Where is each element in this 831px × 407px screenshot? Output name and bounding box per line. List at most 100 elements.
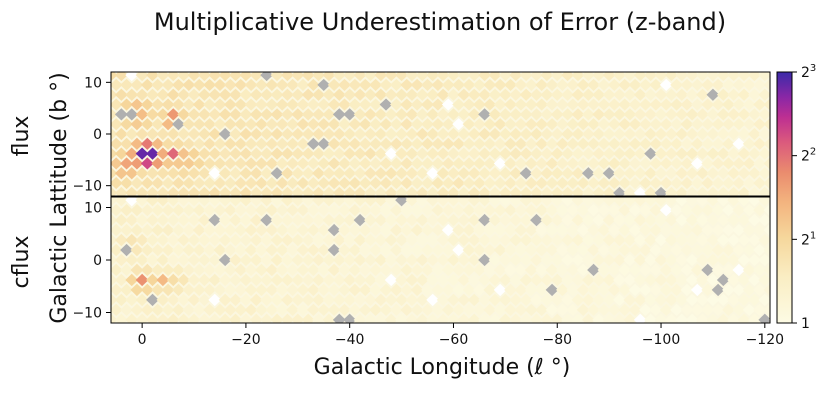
flux-heat-cell: [369, 176, 383, 190]
flux-heat-cell: [286, 59, 299, 71]
cflux-heat-cell: [234, 263, 248, 277]
cflux-heat-cell: [332, 253, 346, 267]
cflux-heat-cell: [462, 223, 476, 237]
flux-heat-cell: [327, 157, 341, 170]
cflux-heat-cell: [504, 243, 517, 257]
cflux-heat-cell: [504, 223, 517, 237]
cflux-heat-cell: [275, 203, 289, 217]
cflux-heat-cell: [130, 223, 144, 237]
flux-heat-cell: [561, 147, 575, 160]
flux-heat-cell: [457, 108, 471, 121]
flux-heat-cell: [633, 127, 647, 141]
flux-heat-cell: [649, 118, 663, 131]
flux-heat-cell: [550, 72, 564, 82]
cflux-heat-cell: [369, 203, 383, 217]
cflux-heat-cell: [753, 223, 767, 237]
flux-heat-cell: [722, 78, 735, 92]
cflux-heat-cell: [343, 253, 357, 267]
cflux-heat-cell: [597, 223, 611, 237]
cflux-heat-cell: [161, 303, 175, 317]
flux-heat-cell: [685, 108, 699, 121]
cflux-heat-cell: [146, 197, 159, 207]
flux-heat-cell: [187, 167, 201, 180]
flux-heat-cell: [327, 78, 341, 92]
cflux-heat-cell: [322, 313, 336, 323]
flux-heat-cell: [426, 88, 440, 101]
cflux-heat-cell: [457, 213, 471, 227]
cflux-heat-cell: [597, 203, 611, 217]
cflux-heat-cell: [187, 233, 201, 247]
y-tick-label: −10: [72, 179, 102, 195]
flux-heat-cell: [306, 176, 320, 190]
flux-heat-cell: [550, 147, 564, 160]
flux-heat-cell: [348, 176, 362, 190]
flux-heat-cell: [581, 147, 595, 160]
flux-heat-cell: [732, 137, 746, 150]
flux-heat-cell: [312, 127, 325, 141]
flux-heat-cell: [120, 176, 134, 190]
flux-heat-cell: [405, 147, 419, 160]
cflux-heat-cell: [581, 273, 595, 287]
flux-heat-cell: [182, 176, 196, 190]
flux-heat-cell: [249, 127, 263, 141]
flux-heat-cell: [602, 127, 616, 141]
flux-heat-cell: [742, 157, 756, 170]
flux-heat-cell: [182, 59, 195, 71]
cflux-heat-cell: [161, 243, 175, 257]
cflux-heat-cell: [732, 203, 746, 217]
flux-heat-cell: [607, 137, 621, 150]
flux-heat-cell: [312, 186, 325, 196]
flux-heat-cell: [364, 167, 377, 180]
flux-heat-cell: [649, 59, 662, 71]
flux-heat-cell: [561, 88, 575, 101]
flux-heat-cell: [338, 78, 351, 92]
flux-heat-cell: [111, 98, 123, 111]
cflux-heat-cell: [737, 213, 751, 227]
flux-heat-cell: [722, 98, 735, 111]
cflux-heat-cell: [317, 263, 331, 277]
cflux-heat-cell: [384, 293, 398, 307]
cflux-heat-cell: [561, 313, 575, 323]
cflux-heat-cell: [618, 324, 631, 336]
flux-heat-cell: [244, 157, 258, 170]
cflux-heat-cell: [203, 283, 217, 297]
flux-heat-cell: [405, 127, 419, 141]
flux-heat-cell: [592, 108, 606, 121]
flux-heat-cell: [410, 157, 424, 170]
cflux-heat-cell: [270, 293, 284, 307]
cflux-heat-cell: [447, 233, 460, 247]
cflux-heat-cell: [426, 213, 440, 227]
cflux-heat-cell: [633, 273, 647, 287]
flux-heat-cell: [587, 59, 600, 71]
flux-heat-cell: [587, 78, 601, 92]
flux-heat-cell: [172, 118, 185, 131]
flux-heat-cell: [270, 108, 284, 121]
flux-heat-cell: [644, 88, 658, 101]
flux-heat-cell: [379, 176, 393, 190]
flux-heat-cell: [530, 186, 543, 196]
cflux-heat-cell: [639, 243, 652, 257]
flux-heat-cell: [192, 176, 206, 190]
cflux-heat-cell: [260, 293, 274, 307]
cflux-heat-cell: [400, 263, 414, 277]
flux-heat-cell: [255, 59, 268, 71]
cflux-heat-cell: [758, 293, 770, 307]
cflux-heat-cell: [301, 253, 315, 267]
cflux-heat-cell: [140, 263, 154, 277]
cflux-heat-cell: [369, 263, 383, 277]
flux-heat-cell: [581, 88, 595, 101]
flux-heat-cell: [680, 157, 694, 170]
flux-heat-cell: [592, 72, 606, 82]
cflux-heat-cell: [742, 303, 756, 317]
cflux-heat-cell: [249, 213, 263, 227]
cflux-heat-cell: [712, 324, 725, 336]
cflux-heat-cell: [208, 293, 222, 307]
cflux-heat-cell: [462, 283, 476, 297]
cflux-heat-cell: [467, 213, 481, 227]
cflux-heat-cell: [280, 253, 294, 267]
cflux-heat-cell: [732, 283, 746, 297]
flux-heat-cell: [571, 147, 585, 160]
cflux-heat-cell: [110, 324, 123, 336]
cflux-heat-cell: [380, 324, 393, 336]
flux-heat-cell: [431, 157, 445, 170]
